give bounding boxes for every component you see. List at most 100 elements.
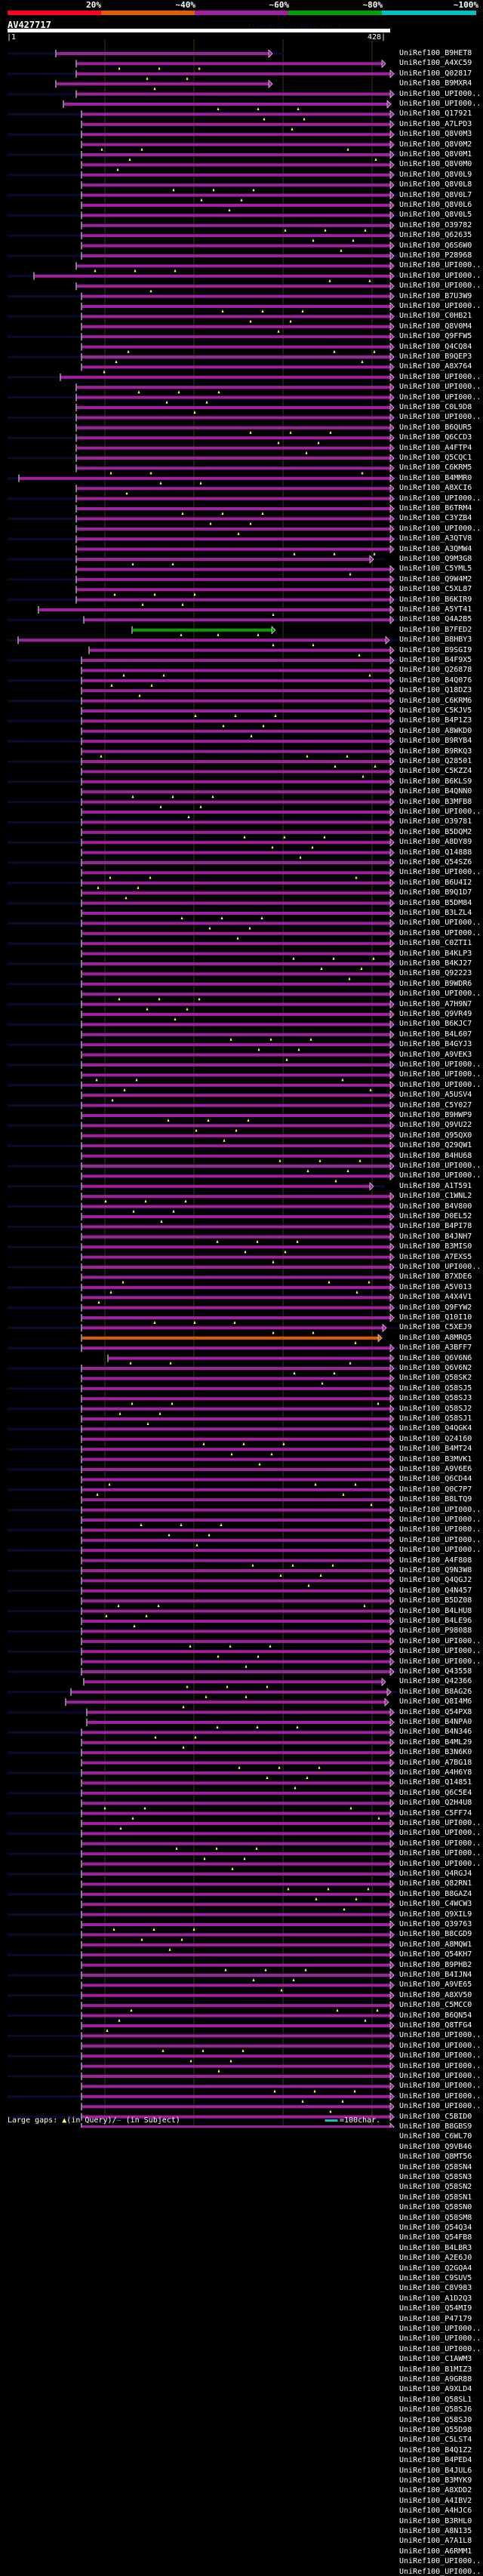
hit-label[interactable]: UniRef100_B5DM84 bbox=[399, 898, 472, 907]
hit-label[interactable]: UniRef100_B9Q1D7 bbox=[399, 888, 472, 897]
hit-label[interactable]: UniRef100_UPI000.. bbox=[399, 1080, 481, 1089]
hit-label[interactable]: UniRef100_UPI000.. bbox=[399, 2334, 481, 2344]
hit-label[interactable]: UniRef100_UPI000.. bbox=[399, 2061, 481, 2070]
hit-label[interactable]: UniRef100_C3YZB4 bbox=[399, 514, 472, 523]
hit-label[interactable]: UniRef100_B4KLP3 bbox=[399, 949, 472, 958]
hit-label[interactable]: UniRef100_UPI000.. bbox=[399, 1516, 481, 1524]
hit-label[interactable]: UniRef100_UPI000.. bbox=[399, 1839, 481, 1848]
hit-label[interactable]: UniRef100_Q9VR49 bbox=[399, 1010, 472, 1018]
hit-label[interactable]: UniRef100_Q4A2B5 bbox=[399, 615, 472, 624]
hit-label[interactable]: UniRef100_Q6V6N6 bbox=[399, 1353, 472, 1362]
hit-label[interactable]: UniRef100_B4F9X5 bbox=[399, 656, 472, 664]
hit-label[interactable]: UniRef100_Q54PX8 bbox=[399, 1707, 472, 1716]
hit-label[interactable]: UniRef100_UPI000.. bbox=[399, 282, 481, 291]
hit-label[interactable]: UniRef100_B8HBY3 bbox=[399, 636, 472, 645]
hit-label[interactable]: UniRef100_A9XLD4 bbox=[399, 2385, 472, 2394]
hit-label[interactable]: UniRef100_A8XV50 bbox=[399, 1990, 472, 1999]
hit-label[interactable]: UniRef100_UPI000.. bbox=[399, 89, 481, 98]
hit-label[interactable]: UniRef100_Q58SN2 bbox=[399, 2183, 472, 2192]
hit-label[interactable]: UniRef100_B4PI78 bbox=[399, 1222, 472, 1231]
hit-label[interactable]: UniRef100_UPI000.. bbox=[399, 2557, 481, 2566]
hit-label[interactable]: UniRef100_C6WL70 bbox=[399, 2132, 472, 2141]
hit-label[interactable]: UniRef100_B4LBR3 bbox=[399, 2243, 472, 2252]
hit-label[interactable]: UniRef100_B9QEP3 bbox=[399, 352, 472, 361]
hit-label[interactable]: UniRef100_A1T591 bbox=[399, 1181, 472, 1190]
hit-label[interactable]: UniRef100_Q6V6N2 bbox=[399, 1364, 472, 1372]
hit-label[interactable]: UniRef100_B4L607 bbox=[399, 1029, 472, 1039]
hit-label[interactable]: UniRef100_Q4RGJ4 bbox=[399, 1870, 472, 1878]
hit-label[interactable]: UniRef100_B4Q1Z2 bbox=[399, 2445, 472, 2454]
hit-label[interactable]: UniRef100_C1AWM3 bbox=[399, 2355, 472, 2364]
hit-label[interactable]: UniRef100_Q4CQ84 bbox=[399, 342, 472, 351]
hit-label[interactable]: UniRef100_Q6C5E4 bbox=[399, 1788, 472, 1797]
hit-label[interactable]: UniRef100_Q18DZ3 bbox=[399, 686, 472, 695]
hit-label[interactable]: UniRef100_B9PHB2 bbox=[399, 1960, 472, 1969]
hit-label[interactable]: UniRef100_A7EXS5 bbox=[399, 1252, 472, 1261]
hit-label[interactable]: UniRef100_Q58SN3 bbox=[399, 2173, 472, 2181]
hit-label[interactable]: UniRef100_UPI000.. bbox=[399, 1859, 481, 1868]
hit-label[interactable]: UniRef100_C5XL87 bbox=[399, 585, 472, 594]
hit-label[interactable]: UniRef100_Q2H4U8 bbox=[399, 1799, 472, 1808]
hit-label[interactable]: UniRef100_B9RYB4 bbox=[399, 737, 472, 746]
hit-label[interactable]: UniRef100_C8V983 bbox=[399, 2284, 472, 2293]
hit-label[interactable]: UniRef100_UPI000.. bbox=[399, 271, 481, 280]
hit-label[interactable]: UniRef100_B9MXR4 bbox=[399, 79, 472, 88]
hit-label[interactable]: UniRef100_B4Q076 bbox=[399, 676, 472, 685]
hit-label[interactable]: UniRef100_Q8V0L7 bbox=[399, 190, 472, 199]
hit-label[interactable]: UniRef100_Q42366 bbox=[399, 1677, 472, 1686]
hit-label[interactable]: UniRef100_C4WCW3 bbox=[399, 1900, 472, 1909]
hit-label[interactable]: UniRef100_Q8V0L8 bbox=[399, 180, 472, 189]
hit-label[interactable]: UniRef100_Q9FFW5 bbox=[399, 332, 472, 341]
hit-label[interactable]: UniRef100_B4GYJ3 bbox=[399, 1040, 472, 1049]
hit-label[interactable]: UniRef100_Q58SJ5 bbox=[399, 1383, 472, 1393]
hit-label[interactable]: UniRef100_Q58SJ3 bbox=[399, 1394, 472, 1403]
hit-label[interactable]: UniRef100_UPI000.. bbox=[399, 383, 481, 392]
hit-label[interactable]: UniRef100_UPI000.. bbox=[399, 392, 481, 402]
hit-label[interactable]: UniRef100_UPI000.. bbox=[399, 1070, 481, 1079]
hit-label[interactable]: UniRef100_UPI000.. bbox=[399, 524, 481, 533]
hit-label[interactable]: UniRef100_Q0C7P7 bbox=[399, 1485, 472, 1494]
hit-label[interactable]: UniRef100_Q2GQA4 bbox=[399, 2264, 472, 2273]
hit-label[interactable]: UniRef100_UPI000.. bbox=[399, 2567, 481, 2576]
hit-label[interactable]: UniRef100_D0EL52 bbox=[399, 1212, 472, 1220]
hit-label[interactable]: UniRef100_Q58SN1 bbox=[399, 2193, 472, 2202]
hit-label[interactable]: UniRef100_C5Y027 bbox=[399, 1100, 472, 1109]
hit-label[interactable]: UniRef100_Q58SJ6 bbox=[399, 2405, 472, 2414]
hit-label[interactable]: UniRef100_Q58SJ0 bbox=[399, 2415, 472, 2424]
hit-label[interactable]: UniRef100_Q8V0M0 bbox=[399, 160, 472, 169]
hit-label[interactable]: UniRef100_Q43558 bbox=[399, 1667, 472, 1676]
hit-label[interactable]: UniRef100_B4JNH7 bbox=[399, 1232, 472, 1241]
hit-label[interactable]: UniRef100_A7BG18 bbox=[399, 1758, 472, 1767]
hit-label[interactable]: UniRef100_Q9VU22 bbox=[399, 1121, 472, 1130]
hit-label[interactable]: UniRef100_A7A1L8 bbox=[399, 2537, 472, 2546]
hit-label[interactable]: UniRef100_A9V6E6 bbox=[399, 1465, 472, 1473]
hit-label[interactable]: UniRef100_UPI000.. bbox=[399, 100, 481, 108]
hit-label[interactable]: UniRef100_UPI000.. bbox=[399, 2072, 481, 2080]
hit-label[interactable]: UniRef100_C9SUV5 bbox=[399, 2274, 472, 2282]
hit-label[interactable]: UniRef100_A4IBV2 bbox=[399, 2496, 472, 2505]
hit-label[interactable]: UniRef100_Q8MT56 bbox=[399, 2153, 472, 2162]
hit-label[interactable]: UniRef100_B3LZL4 bbox=[399, 909, 472, 917]
hit-label[interactable]: UniRef100_B4HU68 bbox=[399, 1151, 472, 1160]
hit-label[interactable]: UniRef100_UPI000.. bbox=[399, 1657, 481, 1666]
hit-label[interactable]: UniRef100_Q02817 bbox=[399, 69, 472, 78]
hit-label[interactable]: UniRef100_A8DY89 bbox=[399, 838, 472, 847]
hit-label[interactable]: UniRef100_B6QUR5 bbox=[399, 423, 472, 432]
hit-label[interactable]: UniRef100_UPI000.. bbox=[399, 1535, 481, 1544]
hit-label[interactable]: UniRef100_Q8I4M6 bbox=[399, 1697, 472, 1707]
hit-label[interactable]: UniRef100_Q5CQC1 bbox=[399, 454, 472, 462]
hit-label[interactable]: UniRef100_A3QMW4 bbox=[399, 544, 472, 553]
hit-label[interactable]: UniRef100_Q8V0M2 bbox=[399, 140, 472, 149]
hit-label[interactable]: UniRef100_B6TRM4 bbox=[399, 504, 472, 512]
hit-label[interactable]: UniRef100_P47179 bbox=[399, 2314, 472, 2323]
hit-label[interactable]: UniRef100_UPI000.. bbox=[399, 2082, 481, 2091]
hit-label[interactable]: UniRef100_A7LPD3 bbox=[399, 119, 472, 128]
hit-label[interactable]: UniRef100_B4LHU8 bbox=[399, 1606, 472, 1615]
hit-label[interactable]: UniRef100_B4PED4 bbox=[399, 2456, 472, 2465]
hit-label[interactable]: UniRef100_Q58SK2 bbox=[399, 1374, 472, 1383]
hit-label[interactable]: UniRef100_Q9XIL9 bbox=[399, 1910, 472, 1919]
hit-label[interactable]: UniRef100_Q58SJ2 bbox=[399, 1404, 472, 1413]
hit-label[interactable]: UniRef100_Q8V0L9 bbox=[399, 170, 472, 179]
hit-label[interactable]: UniRef100_UPI000.. bbox=[399, 808, 481, 816]
hit-label[interactable]: UniRef100_UPI000.. bbox=[399, 1546, 481, 1555]
